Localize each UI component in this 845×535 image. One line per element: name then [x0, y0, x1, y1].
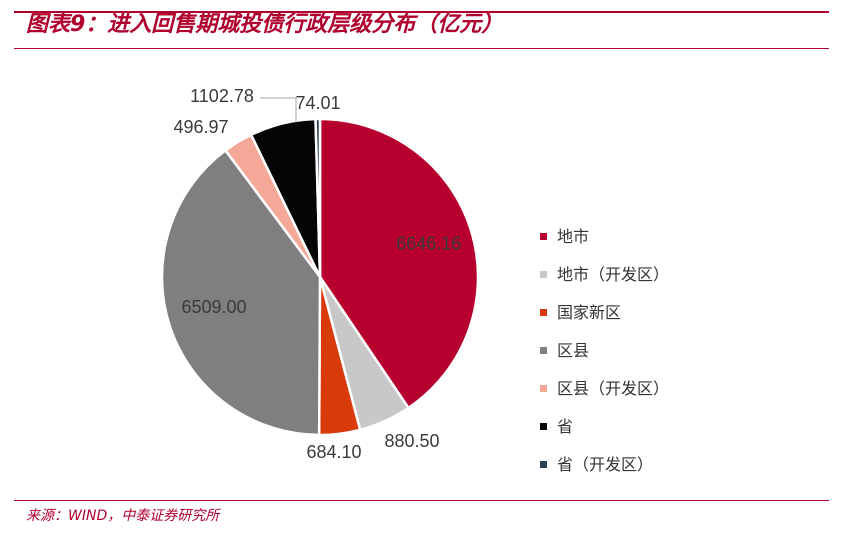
- legend-label-1: 地市: [557, 227, 589, 246]
- pie-slice-1: [318, 117, 480, 410]
- source-divider: [14, 500, 829, 501]
- data-label-6: 1102.78: [190, 86, 254, 106]
- legend-swatch-5: [540, 385, 547, 392]
- pie-slices: [160, 117, 480, 437]
- legend-swatch-6: [540, 423, 547, 430]
- label-leader-lines: [260, 97, 297, 122]
- legend-swatch-3: [540, 309, 547, 316]
- data-label-1: 6646.16: [396, 234, 461, 254]
- legend-label-4: 区县: [557, 341, 589, 360]
- data-label-4: 6509.00: [181, 297, 246, 317]
- chart-title: 图表9：进入回售期城投债行政层级分布（亿元）: [26, 12, 504, 37]
- data-label-7: 74.01: [295, 93, 340, 113]
- pie-slice-7: [314, 117, 322, 278]
- legend-label-7: 省（开发区）: [557, 455, 653, 474]
- top-rule: [14, 11, 829, 13]
- pie-slice-4: [160, 148, 322, 437]
- legend-label-6: 省: [557, 417, 573, 436]
- legend-label-3: 国家新区: [557, 303, 621, 322]
- data-labels: 6646.16 880.50 684.10 6509.00 496.97 1102.78 7…: [173, 86, 461, 462]
- legend-swatch-2: [540, 271, 547, 278]
- legend-swatch-1: [540, 233, 547, 240]
- legend-swatch-7: [540, 461, 547, 468]
- source-note: 来源：WIND，中泰证券研究所: [26, 508, 220, 524]
- data-label-2: 880.50: [384, 431, 439, 451]
- title-divider: [14, 48, 829, 49]
- legend-label-2: 地市（开发区）: [557, 265, 669, 284]
- data-label-3: 684.10: [306, 442, 361, 462]
- data-label-5: 496.97: [173, 117, 228, 137]
- leader-line-6: [260, 97, 297, 122]
- legend-label-5: 区县（开发区）: [557, 379, 669, 398]
- legend-swatch-4: [540, 347, 547, 354]
